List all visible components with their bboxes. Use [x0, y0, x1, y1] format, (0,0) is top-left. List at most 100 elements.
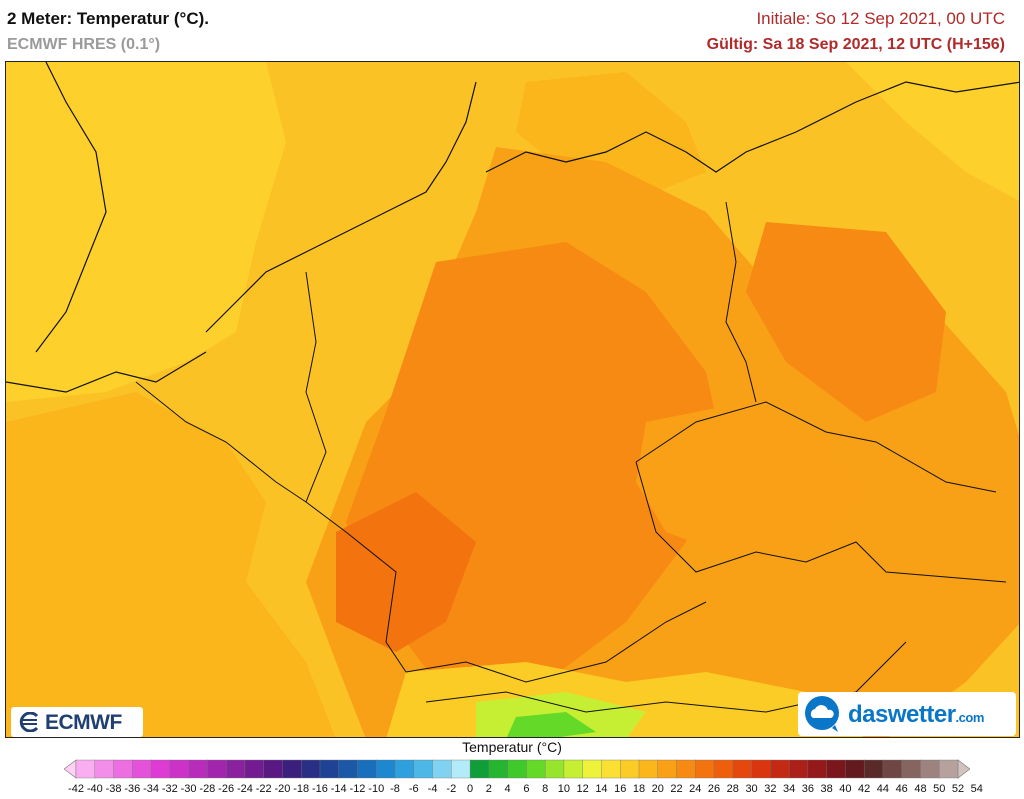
- colorbar-tick-label: 52: [951, 783, 965, 795]
- colorbar-tick-label: -14: [330, 783, 347, 795]
- daswetter-suffix: .com: [955, 710, 985, 725]
- ecmwf-logo[interactable]: ECMWF: [11, 707, 143, 737]
- colorbar-swatch: [544, 759, 565, 779]
- north-sea-coastline: [205, 81, 477, 333]
- colorbar-tick-label: 20: [651, 783, 664, 795]
- colorbar-swatch: [150, 759, 171, 779]
- colorbar-tick-label: 24: [689, 783, 702, 795]
- colorbar-tick-label: 50: [933, 783, 946, 795]
- colorbar-swatch: [863, 759, 884, 779]
- colorbar-tick-label: 46: [895, 783, 908, 795]
- map-canvas: [6, 62, 1019, 737]
- colorbar: [64, 759, 970, 779]
- border-france-belgium: [135, 381, 307, 503]
- colorbar-swatch: [319, 759, 340, 779]
- colorbar-tick-label: 34: [782, 783, 796, 795]
- colorbar-tick-label: -20: [274, 783, 291, 795]
- colorbar-tick-label: 4: [504, 783, 511, 795]
- channel-coastline: [6, 351, 207, 393]
- colorbar-swatch: [657, 759, 678, 779]
- daswetter-logo[interactable]: daswetter.com: [798, 692, 1016, 736]
- colorbar-tick-label: -10: [368, 783, 385, 795]
- border-czechia-north: [635, 401, 997, 493]
- colorbar-tick-label: -40: [86, 783, 103, 795]
- cool-zone-northwest: [6, 62, 286, 402]
- colorbar-swatch: [469, 759, 490, 779]
- colorbar-swatch: [751, 759, 772, 779]
- colorbar-swatch: [770, 759, 790, 779]
- colorbar-swatch: [413, 759, 434, 779]
- model-name: ECMWF HRES (0.1°): [7, 36, 161, 53]
- colorbar-tick-label: 36: [801, 783, 814, 795]
- colorbar-swatch: [300, 759, 321, 779]
- colorbar-tick-label: -32: [161, 783, 178, 795]
- colorbar-tick-label: 16: [614, 783, 627, 795]
- colorbar-tick-label: -30: [180, 783, 197, 795]
- colorbar-swatch: [788, 759, 809, 779]
- colorbar-swatch: [845, 759, 865, 779]
- colorbar-swatch: [488, 759, 509, 779]
- colorbar-swatch: [432, 759, 453, 779]
- border-alps-north: [405, 601, 707, 683]
- colorbar-arrow-high: [957, 759, 970, 779]
- colorbar-swatch: [507, 759, 528, 779]
- colorbar-tick-label: 42: [858, 783, 871, 795]
- colorbar-swatch: [920, 759, 940, 779]
- border-czechia-south: [635, 461, 1007, 583]
- colorbar-tick-label: 44: [876, 783, 890, 795]
- daswetter-name: daswetter: [848, 701, 956, 728]
- colorbar-tick-label: 48: [914, 783, 927, 795]
- colorbar-swatch: [451, 759, 471, 779]
- colorbar-tick-label: 10: [557, 783, 571, 795]
- colorbar-tick-label: 8: [542, 783, 549, 795]
- colorbar-swatch: [676, 759, 696, 779]
- colorbar-tick-label: -24: [236, 783, 253, 795]
- warm-zone-france: [6, 392, 336, 737]
- coldest-zone-alps: [506, 712, 596, 737]
- temperature-map[interactable]: [5, 61, 1020, 738]
- colorbar-swatch: [582, 759, 603, 779]
- colorbar-tick-label: -28: [199, 783, 216, 795]
- colorbar-swatch: [601, 759, 621, 779]
- border-germany-poland: [725, 201, 757, 403]
- colorbar-swatch: [338, 759, 359, 779]
- colorbar-swatch: [263, 759, 284, 779]
- colorbar-tick-label: 22: [670, 783, 683, 795]
- ecmwf-icon: [19, 712, 39, 732]
- colorbar-tick-label: 26: [707, 783, 721, 795]
- uk-coastline: [35, 62, 107, 353]
- colorbar-swatch: [620, 759, 640, 779]
- colorbar-tick-label: 40: [839, 783, 852, 795]
- colorbar-tick-label: 2: [485, 783, 492, 795]
- cloud-icon: [805, 696, 839, 732]
- colorbar-swatch: [563, 759, 584, 779]
- colorbar-swatch: [807, 759, 828, 779]
- cool-zone-northeast: [846, 62, 1019, 201]
- colorbar-swatch: [207, 759, 227, 779]
- colorbar-swatch: [357, 759, 377, 779]
- colorbar-tick-label: 32: [764, 783, 777, 795]
- colorbar-tick-label: 30: [745, 783, 758, 795]
- header: 2 Meter: Temperatur (°C). ECMWF HRES (0.…: [0, 0, 1024, 60]
- colorbar-tick-label: -6: [408, 783, 419, 795]
- hottest-zone-rhine: [336, 492, 476, 652]
- colorbar-tick-label: -34: [143, 783, 160, 795]
- colorbar-swatch: [244, 759, 265, 779]
- colorbar-swatch: [882, 759, 903, 779]
- colorbar-swatch: [638, 759, 659, 779]
- colorbar-swatch: [188, 759, 209, 779]
- colorbar-tick-label: -38: [105, 783, 122, 795]
- colorbar-tick-label: 14: [595, 783, 608, 795]
- colorbar-swatch: [695, 759, 715, 779]
- init-time: Initiale: So 12 Sep 2021, 00 UTC: [756, 9, 1005, 28]
- colorbar-tick-label: -18: [293, 783, 310, 795]
- colorbar-arrow-low: [64, 759, 77, 779]
- colorbar-swatch: [94, 759, 115, 779]
- colorbar-swatch: [713, 759, 734, 779]
- chart-title: 2 Meter: Temperatur (°C).: [7, 9, 210, 28]
- colorbar-swatch: [376, 759, 396, 779]
- border-france-germany: [345, 531, 407, 673]
- colorbar-swatch: [169, 759, 190, 779]
- colorbar-tick-label: -42: [68, 783, 84, 795]
- colorbar-swatch: [75, 759, 96, 779]
